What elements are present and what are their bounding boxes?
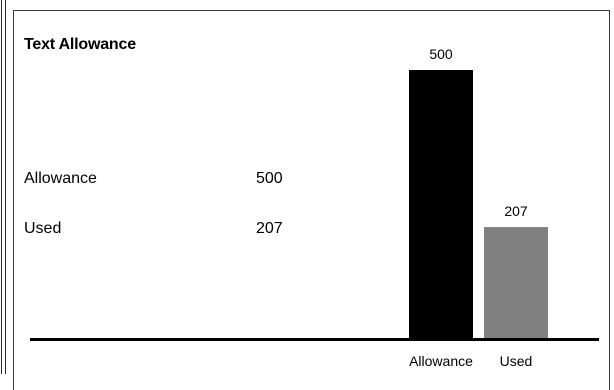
category-label-used: Used: [500, 353, 533, 369]
allowance-value: 500: [256, 170, 283, 187]
used-value: 207: [256, 220, 283, 237]
left-border-outer: [1, 0, 2, 374]
bar-used: [484, 227, 548, 338]
allowance-label: Allowance: [24, 170, 97, 187]
category-label-allowance: Allowance: [409, 353, 473, 369]
bar-value-label-used: 207: [504, 203, 528, 219]
chart-baseline: [30, 338, 599, 341]
panel-title: Text Allowance: [24, 36, 136, 53]
used-label: Used: [24, 220, 62, 237]
left-border-inner: [5, 0, 6, 374]
bar-allowance: [409, 70, 473, 338]
bar-value-label-allowance: 500: [429, 46, 453, 62]
usage-bar-chart: 500 Allowance 207 Used: [409, 46, 548, 369]
